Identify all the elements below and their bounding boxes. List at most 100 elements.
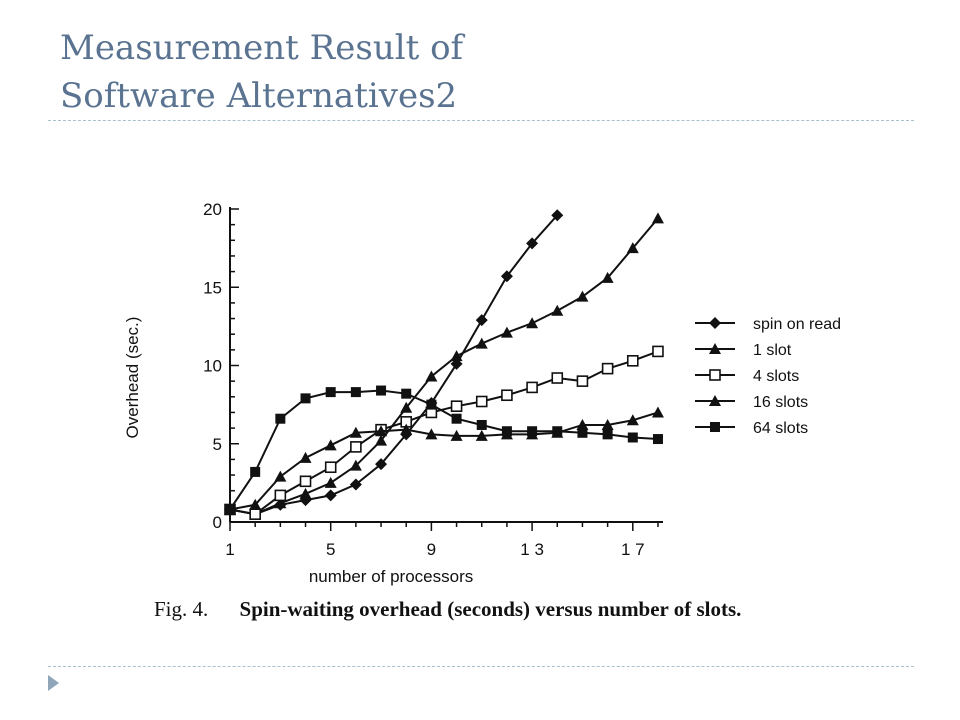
data-point-16-slots [425, 428, 438, 440]
legend-item-4-slots: 4 slots [695, 368, 799, 385]
data-point-4-slots [551, 372, 564, 384]
y-tick-label: 20 [203, 200, 222, 219]
data-point-16-slots [626, 414, 639, 426]
data-point-1-slot [274, 497, 287, 509]
data-point-16-slots [576, 418, 589, 430]
data-point-64-slots [426, 399, 437, 410]
y-tick-label: 5 [213, 435, 222, 454]
data-point-16-slots [450, 429, 463, 441]
data-point-64-slots [401, 388, 412, 399]
data-point-16-slots [299, 451, 312, 463]
legend-label: spin on read [753, 316, 841, 333]
data-point-4-slots [249, 508, 261, 520]
series-16-slots [224, 406, 664, 515]
legend-marker-1-slot [709, 343, 721, 354]
y-axis-title: Overhead (sec.) [123, 317, 142, 439]
data-point-64-slots [602, 429, 613, 440]
series-spin-on-read [224, 209, 564, 521]
legend-marker-spin-on-read [709, 317, 721, 329]
data-point-1-slot [375, 434, 388, 446]
legend-label: 1 slot [753, 342, 792, 359]
data-point-64-slots [476, 419, 487, 430]
data-point-1-slot [601, 271, 614, 283]
y-tick-label: 0 [213, 513, 222, 532]
data-point-16-slots [651, 406, 664, 418]
slide-bullet-icon [48, 675, 59, 691]
data-point-1-slot [299, 487, 312, 499]
series-64-slots [225, 385, 663, 515]
data-point-1-slot [651, 212, 664, 224]
data-point-16-slots [400, 423, 413, 435]
data-point-1-slot [425, 370, 438, 382]
legend-item-16-slots: 16 slots [695, 394, 808, 411]
data-point-4-slots [526, 381, 538, 394]
data-point-1-slot [400, 401, 413, 413]
data-point-64-slots [275, 413, 286, 424]
data-point-1-slot [626, 242, 639, 254]
x-tick-label: 1 7 [621, 540, 645, 559]
data-point-4-slots [501, 389, 513, 402]
data-point-16-slots [274, 470, 287, 482]
data-point-4-slots [475, 395, 488, 408]
data-point-spin-on-read [500, 270, 513, 283]
data-point-64-slots [325, 387, 336, 398]
series-1-slot [224, 212, 664, 520]
data-point-1-slot [324, 476, 337, 488]
chart-legend: spin on read 1 slot 4 slots 16 slots 64 slot… [695, 316, 841, 437]
top-divider [48, 120, 914, 121]
legend-marker-64-slots [710, 422, 720, 432]
data-point-4-slots [324, 461, 337, 474]
data-point-64-slots [250, 466, 261, 477]
chart-series [224, 209, 664, 521]
data-point-4-slots [299, 475, 312, 488]
x-axis-title: number of processors [309, 567, 473, 586]
data-point-spin-on-read [349, 478, 362, 491]
data-point-spin-on-read [324, 489, 337, 502]
data-point-16-slots [349, 426, 362, 438]
legend-label: 64 slots [753, 420, 808, 437]
legend-marker-16-slots [709, 395, 721, 406]
data-point-16-slots [249, 498, 262, 510]
data-point-64-slots [627, 432, 638, 443]
data-point-64-slots [527, 426, 538, 437]
slide-title-line-1: Measurement Result of [60, 28, 464, 68]
figure-caption-text: Spin-waiting overhead (seconds) versus n… [239, 597, 742, 621]
legend-label: 4 slots [753, 368, 799, 385]
series-line-1-slot [229, 217, 659, 516]
data-point-4-slots [601, 362, 614, 375]
data-point-1-slot [475, 337, 488, 349]
data-point-4-slots [350, 441, 362, 453]
data-point-1-slot [526, 317, 539, 329]
slide-title-line-2: Software Alternatives2 [60, 76, 458, 116]
data-point-16-slots [475, 429, 488, 441]
x-tick-label: 9 [427, 540, 436, 559]
x-tick-label: 1 [225, 540, 234, 559]
legend-item-64-slots: 64 slots [695, 420, 808, 437]
figure-label: Fig. 4. [154, 597, 209, 621]
figure-caption: Fig. 4. Spin-waiting overhead (seconds) … [154, 597, 741, 622]
data-point-4-slots [450, 400, 463, 412]
data-point-4-slots [576, 375, 589, 387]
series-line-spin-on-read [229, 214, 559, 516]
data-point-spin-on-read [475, 314, 488, 327]
data-point-16-slots [601, 418, 614, 430]
data-point-16-slots [324, 439, 337, 451]
data-point-64-slots [501, 426, 512, 437]
legend-item-spin-on-read: spin on read [695, 316, 841, 333]
data-point-spin-on-read [375, 458, 388, 471]
data-point-64-slots [376, 385, 387, 396]
data-point-1-slot [500, 326, 513, 338]
data-point-spin-on-read [526, 237, 539, 250]
data-point-16-slots [375, 425, 388, 437]
bottom-divider [48, 666, 914, 667]
series-line-16-slots [229, 411, 659, 511]
data-point-4-slots [274, 489, 287, 502]
slide-title: Measurement Result of Software Alternati… [60, 24, 463, 120]
y-tick-label: 15 [203, 278, 222, 297]
data-point-64-slots [300, 393, 311, 404]
data-point-64-slots [577, 427, 588, 438]
data-point-spin-on-read [551, 209, 564, 222]
data-point-4-slots [652, 345, 664, 358]
